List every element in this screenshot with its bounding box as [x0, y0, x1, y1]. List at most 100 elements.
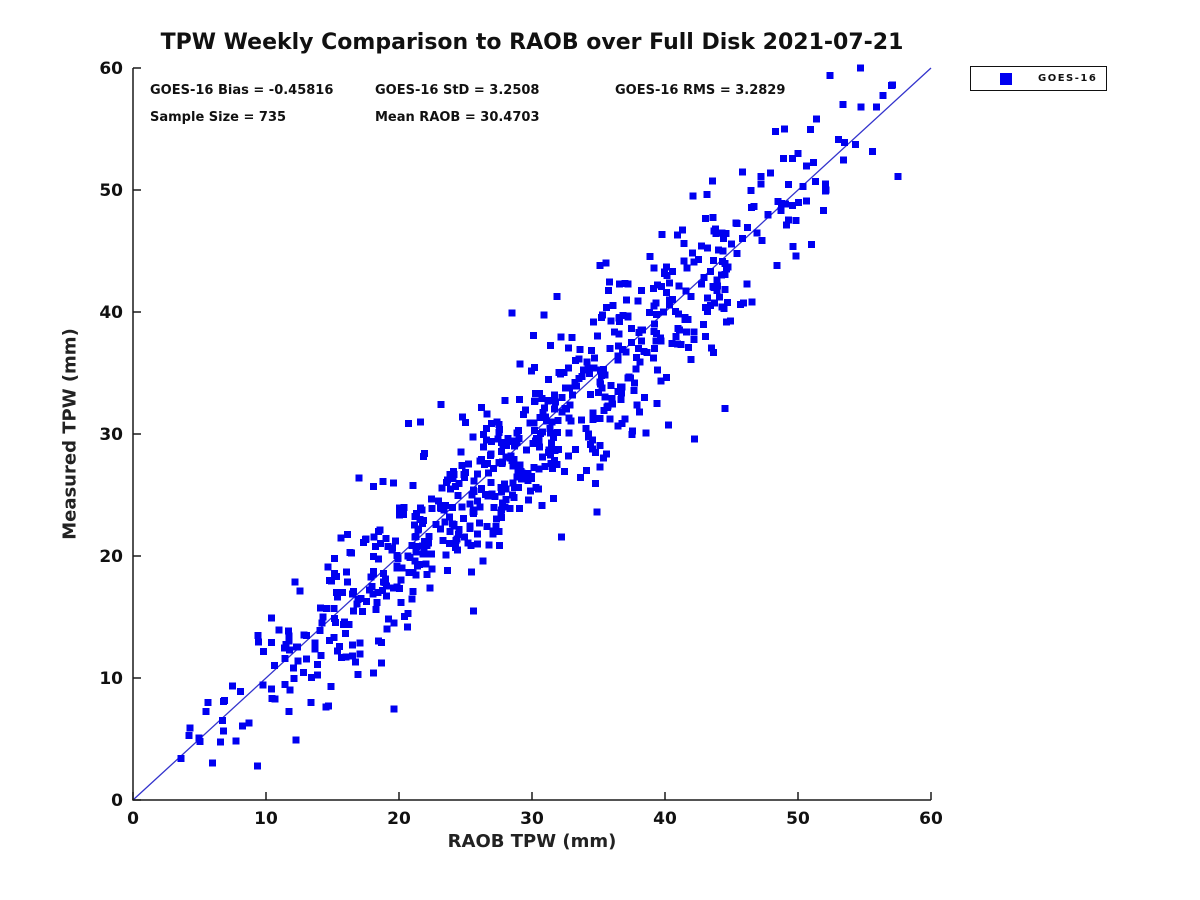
data-point — [709, 256, 717, 264]
data-point — [649, 285, 657, 293]
data-point — [419, 550, 427, 558]
data-point — [690, 328, 698, 336]
data-point — [633, 401, 641, 409]
data-point — [480, 431, 488, 439]
data-point — [370, 553, 378, 561]
data-point — [545, 448, 553, 456]
data-point — [527, 367, 535, 375]
data-point — [390, 705, 398, 713]
data-point — [397, 576, 405, 584]
data-point — [531, 437, 539, 445]
data-point — [703, 191, 711, 199]
data-point — [493, 515, 501, 523]
data-point — [565, 364, 573, 372]
data-point — [460, 471, 468, 479]
data-point — [316, 627, 324, 635]
data-point — [260, 647, 268, 655]
data-point — [509, 437, 517, 445]
data-point — [654, 281, 662, 289]
data-point — [370, 533, 378, 541]
chart-title: TPW Weekly Comparison to RAOB over Full … — [160, 30, 904, 55]
stat-std: GOES-16 StD = 3.2508 — [375, 83, 540, 98]
data-point — [538, 501, 546, 509]
data-point — [646, 252, 654, 260]
data-point — [423, 542, 431, 550]
data-point — [330, 633, 338, 641]
data-point — [802, 197, 810, 205]
data-point — [677, 340, 685, 348]
data-point — [411, 557, 419, 565]
data-point — [426, 584, 434, 592]
data-point — [420, 538, 428, 546]
stat-bias: GOES-16 Bias = -0.45816 — [150, 83, 334, 98]
data-point — [502, 495, 510, 503]
data-point — [485, 541, 493, 549]
data-point — [367, 573, 375, 581]
data-point — [498, 459, 506, 467]
data-point — [757, 180, 765, 188]
data-point — [536, 389, 544, 397]
data-point — [540, 311, 548, 319]
data-point — [743, 280, 751, 288]
data-point — [469, 433, 477, 441]
data-point — [589, 409, 597, 417]
data-point — [618, 419, 626, 427]
data-point — [788, 201, 796, 209]
data-point — [296, 587, 304, 595]
data-point — [699, 320, 707, 328]
data-point — [807, 240, 815, 248]
data-point — [602, 259, 610, 267]
data-point — [473, 530, 481, 538]
data-point — [649, 354, 657, 362]
data-point — [449, 467, 457, 475]
data-point — [643, 349, 651, 357]
data-point — [353, 600, 361, 608]
data-point — [423, 570, 431, 578]
data-point — [379, 478, 387, 486]
data-point — [697, 242, 705, 250]
data-point — [733, 250, 741, 258]
data-point — [487, 478, 495, 486]
data-point — [488, 437, 496, 445]
data-point — [450, 521, 458, 529]
data-point — [618, 389, 626, 397]
legend-series-label: GOES-16 — [1038, 73, 1098, 84]
data-point — [721, 404, 729, 412]
data-point — [627, 374, 635, 382]
data-point — [363, 597, 371, 605]
data-point — [245, 719, 253, 727]
data-point — [689, 192, 697, 200]
data-point — [687, 292, 695, 300]
y-tick-label: 40 — [99, 303, 123, 323]
data-point — [596, 414, 604, 422]
data-point — [560, 368, 568, 376]
data-point — [378, 586, 386, 594]
data-point — [492, 523, 500, 531]
data-point — [702, 332, 710, 340]
data-point — [606, 415, 614, 423]
data-point — [675, 282, 683, 290]
data-point — [338, 588, 346, 596]
data-point — [636, 358, 644, 366]
data-point — [409, 482, 417, 490]
data-point — [585, 430, 593, 438]
data-point — [411, 513, 419, 521]
data-point — [549, 494, 557, 502]
data-point — [571, 379, 579, 387]
x-tick-label: 20 — [387, 809, 411, 829]
data-point — [657, 334, 665, 342]
data-point — [477, 403, 485, 411]
data-point — [408, 595, 416, 603]
data-point — [373, 599, 381, 607]
data-point — [552, 398, 560, 406]
data-point — [449, 475, 457, 483]
data-point — [673, 340, 681, 348]
data-point — [709, 349, 717, 357]
data-point — [778, 199, 786, 207]
data-point — [807, 125, 815, 133]
data-point — [404, 623, 412, 631]
data-point — [619, 345, 627, 353]
data-point — [382, 592, 390, 600]
data-point — [372, 605, 380, 613]
data-point — [554, 416, 562, 424]
